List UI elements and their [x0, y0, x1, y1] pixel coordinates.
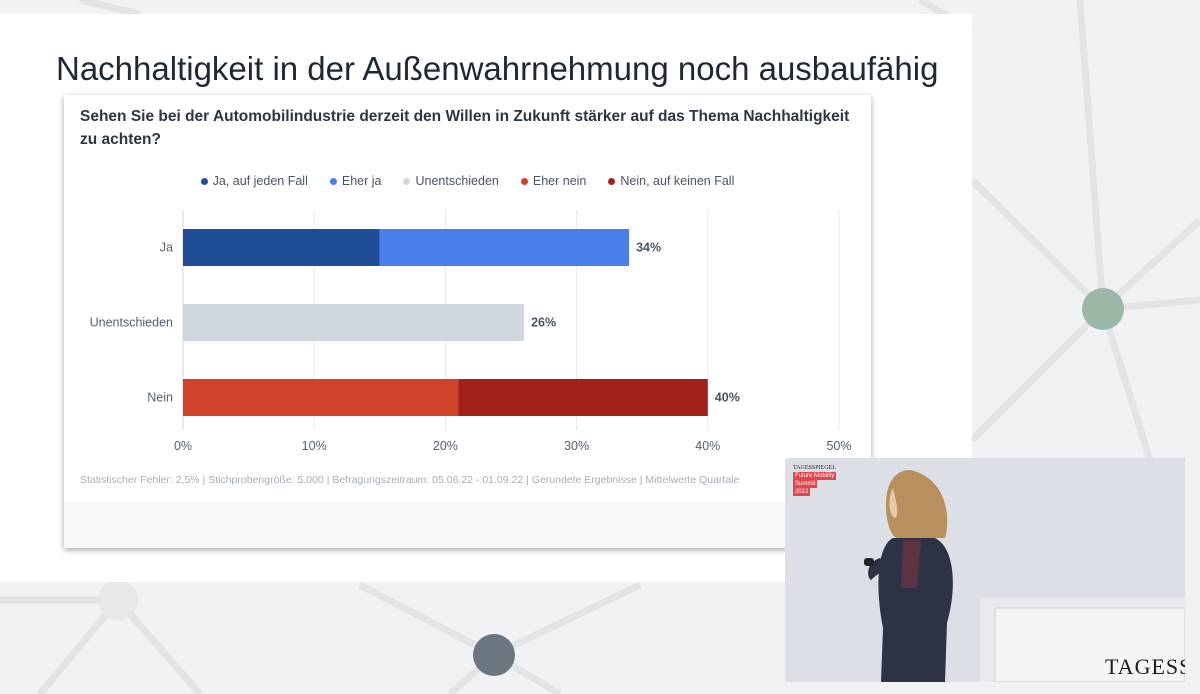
speaker-image [785, 458, 1185, 682]
chart-question: Sehen Sie bei der Automobilindustrie der… [80, 108, 850, 148]
bar-2-4 [458, 379, 708, 416]
legend-label-3: Eher nein [532, 174, 587, 188]
x-tick-label-0: 0% [174, 439, 192, 453]
event-logo-line2: Future Mobility [793, 472, 837, 480]
legend-swatch-4 [608, 177, 616, 185]
y-category-label-0: Ja [160, 241, 173, 255]
chart-footnote: Statistischer Fehler: 2,5% | Stichproben… [80, 474, 740, 486]
slide-title: Nachhaltigkeit in der Außenwahrnehmung n… [56, 50, 939, 87]
speaker-video: TAGESSPIEGEL Future Mobility Summit 2022… [785, 458, 1185, 682]
event-logo-line4: 2022 [793, 488, 811, 496]
legend-label-1: Eher ja [341, 174, 382, 188]
podium-logo-text: TAGESSPI [1105, 654, 1185, 679]
y-category-label-2: Nein [147, 391, 173, 405]
event-logo-publisher: TAGESSPIEGEL [793, 465, 836, 471]
legend-label-2: Unentschieden [415, 174, 499, 188]
legend-label-4: Nein, auf keinen Fall [620, 174, 735, 188]
event-logo: TAGESSPIEGEL Future Mobility Summit 2022 [793, 464, 843, 496]
legend-swatch-1 [329, 177, 337, 185]
bar-total-label-1: 26% [531, 316, 556, 330]
y-category-label-1: Unentschieden [90, 316, 173, 330]
decor-circle-light [98, 580, 138, 620]
bar-total-label-0: 34% [636, 241, 661, 255]
decor-circle-slate [473, 634, 515, 676]
bar-2-3 [183, 379, 459, 416]
x-tick-label-2: 20% [433, 439, 458, 453]
chart-footer-band [64, 502, 871, 548]
legend-swatch-3 [520, 177, 528, 185]
legend-swatch-0 [200, 177, 208, 185]
bar-1-2 [183, 304, 525, 341]
legend-item-3: Eher nein [520, 174, 587, 188]
x-tick-label-1: 10% [302, 439, 327, 453]
decor-circle-green [1082, 288, 1124, 330]
x-tick-label-5: 50% [826, 439, 851, 453]
bar-0-0 [183, 229, 380, 266]
chart-card: Sehen Sie bei der Automobilindustrie der… [64, 95, 871, 548]
legend-item-1: Eher ja [329, 174, 382, 188]
legend-swatch-2 [403, 177, 411, 185]
legend-label-0: Ja, auf jeden Fall [212, 174, 308, 188]
x-tick-label-4: 40% [695, 439, 720, 453]
chart-legend: Ja, auf jeden Fall Eher ja Unentschieden Eh… [64, 174, 871, 188]
event-logo-line3: Summit [793, 480, 818, 488]
bar-total-label-2: 40% [715, 391, 740, 405]
chart-plot: 0% 10% 20% 30% 40% 50% Ja 34% Unentschieden 26% Ne… [90, 210, 852, 453]
bar-0-1 [379, 229, 630, 266]
x-tick-label-3: 30% [564, 439, 589, 453]
legend-item-2: Unentschieden [403, 174, 499, 188]
legend-item-4: Nein, auf keinen Fall [608, 174, 734, 188]
legend-item-0: Ja, auf jeden Fall [200, 174, 308, 188]
